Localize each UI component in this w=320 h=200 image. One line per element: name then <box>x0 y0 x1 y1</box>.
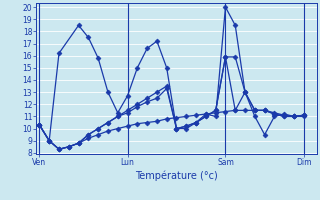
X-axis label: Température (°c): Température (°c) <box>135 170 218 181</box>
